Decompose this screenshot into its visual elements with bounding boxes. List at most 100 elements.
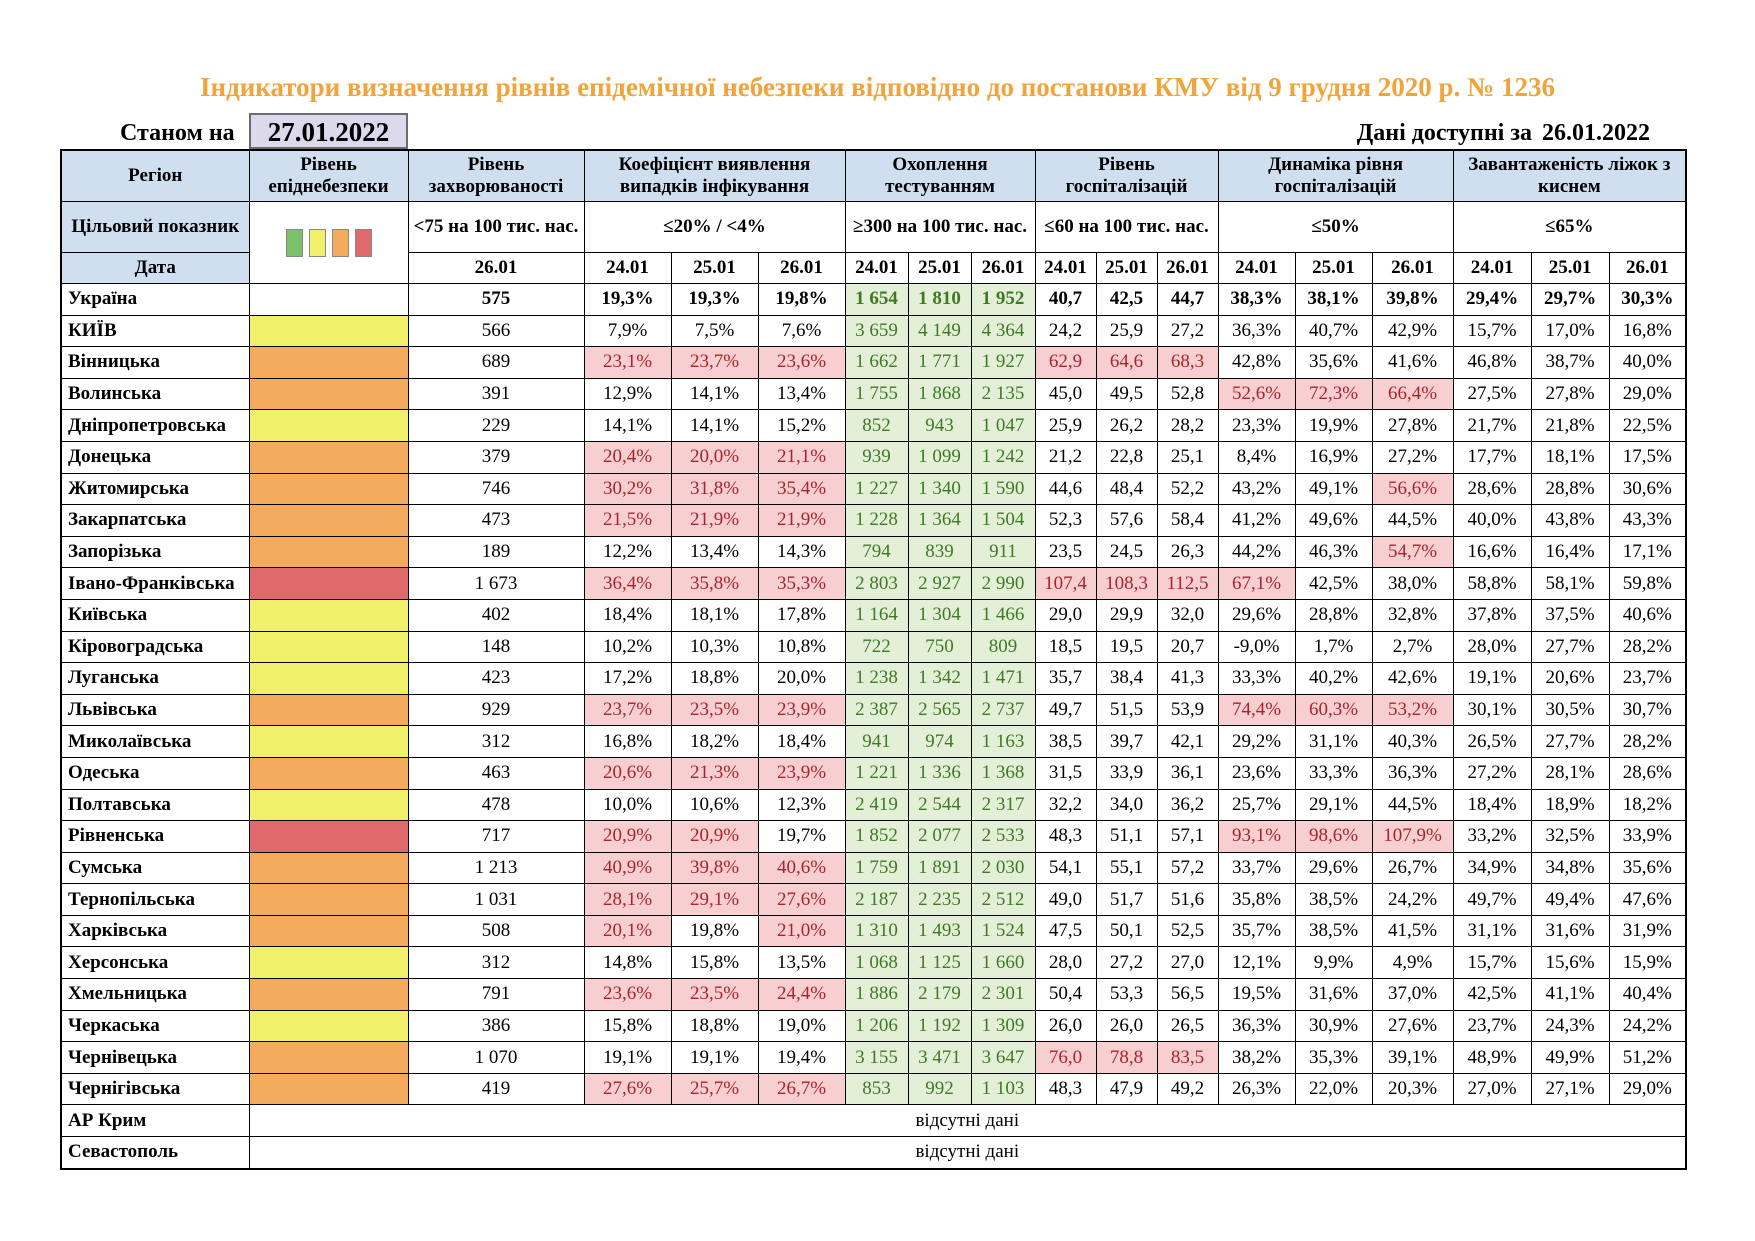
testing-value: 2 533 bbox=[970, 820, 1036, 853]
testing-value: 1 660 bbox=[970, 946, 1036, 980]
oxygen-beds-value: 51,2% bbox=[1608, 1041, 1687, 1074]
hospitalization-value: 22,8 bbox=[1095, 440, 1158, 474]
oxygen-beds-value: 34,8% bbox=[1530, 851, 1610, 885]
detection-value: 20,1% bbox=[583, 914, 672, 948]
testing-value: 3 471 bbox=[907, 1041, 972, 1074]
detection-value: 27,6% bbox=[583, 1072, 672, 1106]
hospitalization-value: 108,3 bbox=[1095, 567, 1158, 600]
oxygen-beds-value: 40,6% bbox=[1608, 598, 1687, 632]
hospitalization-value: 57,1 bbox=[1156, 820, 1219, 853]
region-name: Волинська bbox=[60, 377, 250, 411]
hosp-dynamics-value: 42,8% bbox=[1217, 346, 1296, 379]
oxygen-beds-value: 37,5% bbox=[1530, 598, 1610, 632]
table-row: Україна 575 19,3% 19,3% 19,8% 1 654 1 810 1 952… bbox=[60, 283, 1687, 316]
target-incidence: <75 на 100 тис. нас. bbox=[407, 201, 585, 253]
header-incidence: Рівень захворюваності bbox=[407, 149, 585, 202]
hosp-dynamics-value: 26,7% bbox=[1371, 851, 1454, 885]
date-header: 24.01 bbox=[1217, 252, 1296, 284]
oxygen-beds-value: 23,7% bbox=[1608, 662, 1687, 695]
detection-value: 21,5% bbox=[583, 504, 672, 537]
oxygen-beds-value: 59,8% bbox=[1608, 567, 1687, 600]
region-name: Севастополь bbox=[60, 1136, 250, 1170]
hospitalization-value: 27,0 bbox=[1156, 946, 1219, 980]
oxygen-beds-value: 46,8% bbox=[1452, 346, 1532, 379]
hospitalization-value: 53,9 bbox=[1156, 693, 1219, 727]
incidence-value: 148 bbox=[407, 630, 585, 664]
hospitalization-value: 40,7 bbox=[1034, 283, 1097, 316]
hosp-dynamics-value: 38,3% bbox=[1217, 283, 1296, 316]
hosp-dynamics-value: 39,1% bbox=[1371, 1041, 1454, 1074]
hosp-dynamics-value: 35,7% bbox=[1217, 914, 1296, 948]
hospitalization-value: 31,5 bbox=[1034, 756, 1097, 790]
table-row: Івано-Франківська 1 673 36,4% 35,8% 35,3% 2 8… bbox=[60, 567, 1687, 600]
hosp-dynamics-value: 44,5% bbox=[1371, 504, 1454, 537]
detection-value: 10,2% bbox=[583, 630, 672, 664]
oxygen-beds-value: 29,4% bbox=[1452, 283, 1532, 316]
testing-value: 722 bbox=[844, 630, 909, 664]
hospitalization-value: 44,7 bbox=[1156, 283, 1219, 316]
detection-value: 16,8% bbox=[583, 725, 672, 758]
hospitalization-value: 27,2 bbox=[1156, 314, 1219, 348]
hosp-dynamics-value: 74,4% bbox=[1217, 693, 1296, 727]
testing-value: 2 387 bbox=[844, 693, 909, 727]
detection-value: 12,9% bbox=[583, 377, 672, 411]
hospitalization-value: 27,2 bbox=[1095, 946, 1158, 980]
date-header: 26.01 bbox=[1371, 252, 1454, 284]
detection-value: 21,1% bbox=[757, 440, 846, 474]
hosp-dynamics-value: 56,6% bbox=[1371, 472, 1454, 506]
detection-value: 19,0% bbox=[757, 1009, 846, 1043]
hospitalization-value: 45,0 bbox=[1034, 377, 1097, 411]
testing-value: 941 bbox=[844, 725, 909, 758]
oxygen-beds-value: 40,4% bbox=[1608, 978, 1687, 1011]
detection-value: 29,1% bbox=[670, 883, 759, 916]
hospitalization-value: 47,5 bbox=[1034, 914, 1097, 948]
testing-value: 1 227 bbox=[844, 472, 909, 506]
testing-value: 3 647 bbox=[970, 1041, 1036, 1074]
hosp-dynamics-value: 29,6% bbox=[1294, 851, 1373, 885]
hospitalization-value: 28,0 bbox=[1034, 946, 1097, 980]
oxygen-beds-value: 18,4% bbox=[1452, 788, 1532, 822]
region-name: Сумська bbox=[60, 851, 250, 885]
header-hospitalization: Рівень госпіталізацій bbox=[1034, 149, 1219, 202]
region-name: Тернопільська bbox=[60, 883, 250, 916]
hospitalization-value: 25,1 bbox=[1156, 440, 1219, 474]
detection-value: 13,4% bbox=[670, 535, 759, 569]
hosp-dynamics-value: 38,0% bbox=[1371, 567, 1454, 600]
oxygen-beds-value: 27,5% bbox=[1452, 377, 1532, 411]
region-name: Харківська bbox=[60, 914, 250, 948]
hosp-dynamics-value: 31,1% bbox=[1294, 725, 1373, 758]
hospitalization-value: 26,3 bbox=[1156, 535, 1219, 569]
danger-level-cell bbox=[248, 504, 409, 537]
hosp-dynamics-value: 41,2% bbox=[1217, 504, 1296, 537]
incidence-value: 791 bbox=[407, 978, 585, 1011]
testing-value: 1 868 bbox=[907, 377, 972, 411]
hosp-dynamics-value: 42,9% bbox=[1371, 314, 1454, 348]
table-row: Дніпропетровська 229 14,1% 14,1% 15,2% 852 943… bbox=[60, 409, 1687, 442]
detection-value: 24,4% bbox=[757, 978, 846, 1011]
hosp-dynamics-value: 43,2% bbox=[1217, 472, 1296, 506]
testing-value: 974 bbox=[907, 725, 972, 758]
hosp-dynamics-value: 42,6% bbox=[1371, 662, 1454, 695]
table-row: Херсонська 312 14,8% 15,8% 13,5% 1 068 1 125 1 … bbox=[60, 946, 1687, 980]
hospitalization-value: 50,4 bbox=[1034, 978, 1097, 1011]
hospitalization-value: 19,5 bbox=[1095, 630, 1158, 664]
detection-value: 10,6% bbox=[670, 788, 759, 822]
hosp-dynamics-value: 22,0% bbox=[1294, 1072, 1373, 1106]
detection-value: 7,9% bbox=[583, 314, 672, 348]
hospitalization-value: 51,6 bbox=[1156, 883, 1219, 916]
testing-value: 1 471 bbox=[970, 662, 1036, 695]
detection-value: 35,4% bbox=[757, 472, 846, 506]
hospitalization-value: 42,1 bbox=[1156, 725, 1219, 758]
region-name: Київська bbox=[60, 598, 250, 632]
oxygen-beds-value: 17,0% bbox=[1530, 314, 1610, 348]
table-row: Севастополь відсутні дані bbox=[60, 1136, 1687, 1170]
testing-value: 2 565 bbox=[907, 693, 972, 727]
testing-value: 3 155 bbox=[844, 1041, 909, 1074]
hosp-dynamics-value: 23,6% bbox=[1217, 756, 1296, 790]
hosp-dynamics-value: 29,2% bbox=[1217, 725, 1296, 758]
danger-level-cell bbox=[248, 598, 409, 632]
danger-level-cell bbox=[248, 756, 409, 790]
hosp-dynamics-value: 25,7% bbox=[1217, 788, 1296, 822]
region-name: Чернівецька bbox=[60, 1041, 250, 1074]
hosp-dynamics-value: 93,1% bbox=[1217, 820, 1296, 853]
